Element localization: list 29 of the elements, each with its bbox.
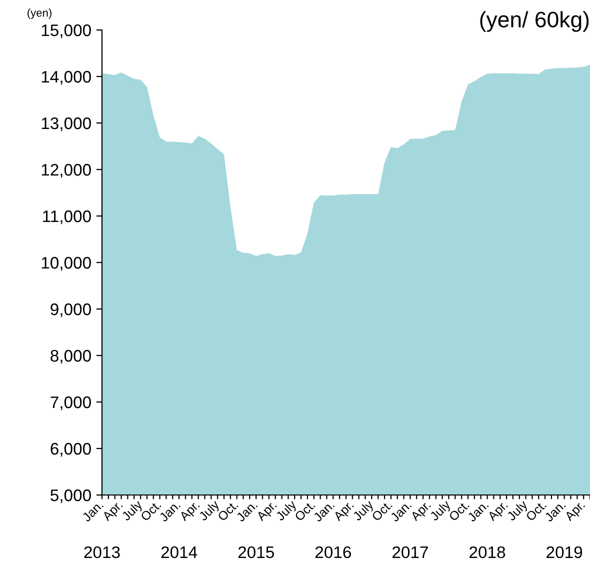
- x-tick-label: Jan.: [82, 504, 104, 522]
- x-tick-label: Oct.: [294, 500, 316, 522]
- y-tick-label: 9,000: [50, 303, 91, 318]
- y-tick-label: 6,000: [50, 442, 91, 457]
- text: 2014: [161, 546, 198, 558]
- text: 2015: [238, 546, 274, 558]
- text: 2013: [84, 546, 120, 558]
- y-tick-label: 11,000: [43, 210, 91, 224]
- y-tick-label: 8,000: [50, 350, 91, 364]
- text: 2019: [546, 546, 582, 558]
- y-tick-label: 13,000: [42, 117, 91, 132]
- x-tick-label: Oct.: [140, 500, 162, 522]
- y-tick-label: 5,000: [50, 489, 91, 504]
- y-tick-label: 14,000: [42, 70, 91, 85]
- x-tick-label: Jan.: [466, 500, 489, 522]
- text: 2018: [470, 546, 506, 558]
- x-tick-label: Apr.: [564, 500, 587, 524]
- x-tick-label: Jan.: [312, 500, 335, 522]
- y-tick-label: 12,000: [42, 164, 91, 178]
- x-tick-label: Jan.: [544, 500, 566, 522]
- y-tick-label: 10,000: [42, 256, 91, 271]
- text: 2017: [392, 546, 428, 558]
- y-tick-label: 15,000: [42, 24, 91, 38]
- y-axis-title: (yen): [28, 8, 52, 19]
- chart-title: (yen/ 60kg): [480, 11, 589, 32]
- text: 2016: [315, 546, 351, 558]
- x-tick-label: Jan.: [390, 500, 412, 522]
- x-tick-label: Oct.: [217, 500, 238, 522]
- y-tick-label: 7,000: [50, 396, 91, 410]
